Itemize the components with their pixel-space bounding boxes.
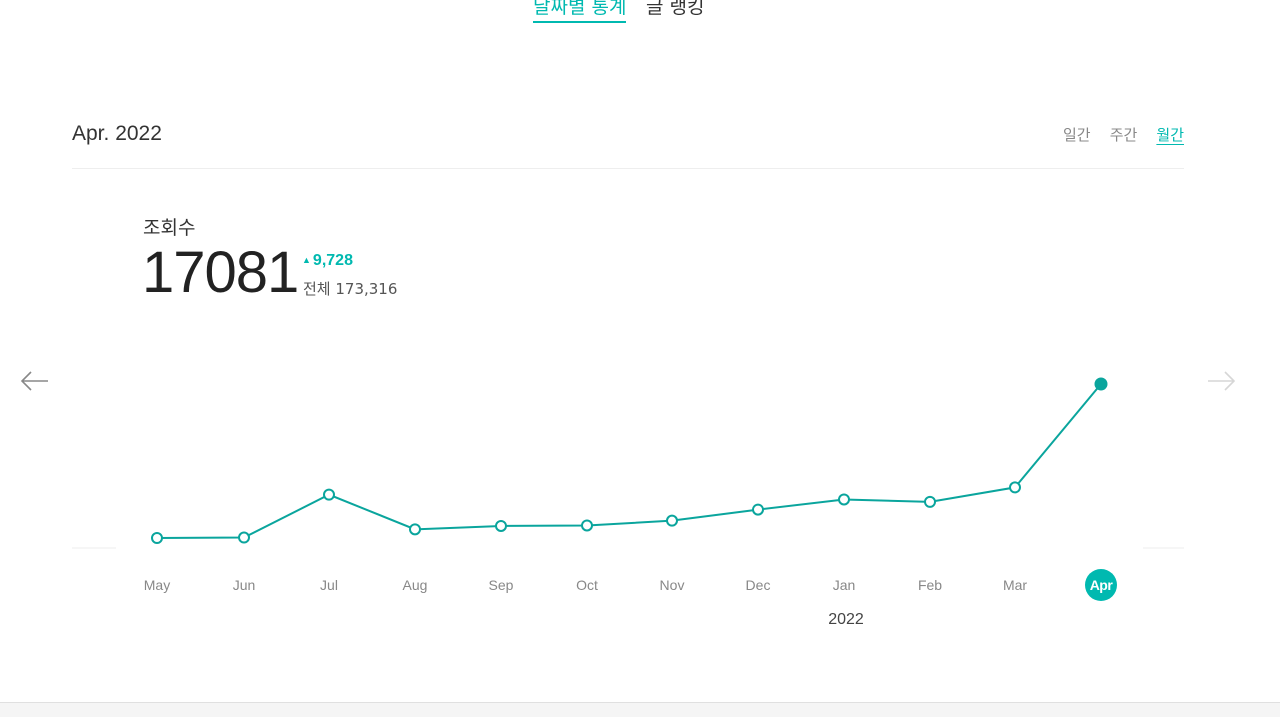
x-tick-label-nov[interactable]: Nov — [660, 577, 685, 593]
tab-weekly[interactable]: 주간 — [1109, 126, 1138, 144]
data-point-aug[interactable] — [409, 523, 421, 536]
data-point-apr[interactable] — [1094, 377, 1108, 391]
x-tick-label-may[interactable]: May — [144, 577, 170, 593]
x-tick-label-feb[interactable]: Feb — [918, 577, 942, 593]
data-point-feb[interactable] — [924, 495, 936, 508]
year-label: 2022 — [828, 611, 864, 628]
x-tick-label-jan[interactable]: Jan — [833, 577, 856, 593]
x-tick-label-dec[interactable]: Dec — [746, 577, 771, 593]
data-point-jan[interactable] — [838, 493, 850, 506]
triangle-up-icon: ▲ — [302, 255, 311, 265]
views-line-chart: May Jun Jul Aug Sep Oct Nov Dec Jan Feb Mar Apr 2022 — [72, 377, 1184, 628]
period-tabs: 일간 주간 월간 — [1049, 124, 1184, 145]
selected-month-badge — [1085, 569, 1117, 601]
series-line — [156, 383, 1102, 539]
arrow-left-icon[interactable] — [20, 366, 50, 396]
stat-delta-value: 9,728 — [312, 252, 353, 269]
data-point-may[interactable] — [151, 532, 163, 544]
stat-delta: ▲ 9,728 — [302, 252, 353, 270]
tab-daily[interactable]: 일간 — [1062, 126, 1091, 144]
stat-title: 조회수 — [143, 217, 196, 239]
stat-value: 17081 — [142, 240, 299, 305]
data-point-oct[interactable] — [581, 519, 593, 532]
x-tick-label-jul[interactable]: Jul — [320, 577, 338, 593]
header-divider — [72, 168, 1184, 169]
data-point-mar[interactable] — [1009, 481, 1021, 494]
bottom-bar — [0, 702, 1280, 717]
data-point-dec[interactable] — [752, 503, 764, 516]
x-tick-label-oct[interactable]: Oct — [576, 577, 598, 593]
data-point-sep[interactable] — [495, 519, 507, 532]
arrow-right-icon[interactable] — [1206, 366, 1236, 396]
data-point-nov[interactable] — [666, 514, 678, 527]
stat-total: 전체 173,316 — [303, 280, 398, 298]
tab-post-ranking[interactable]: 글 랭킹 — [646, 0, 705, 18]
tab-monthly[interactable]: 월간 — [1156, 126, 1184, 144]
data-point-jun[interactable] — [238, 531, 250, 544]
x-tick-label-mar[interactable]: Mar — [1003, 577, 1027, 593]
data-point-jul[interactable] — [323, 488, 335, 501]
x-tick-label-apr[interactable]: Apr — [1090, 577, 1114, 593]
period-label: Apr. 2022 — [72, 122, 162, 145]
x-tick-label-aug[interactable]: Aug — [403, 577, 428, 593]
x-tick-label-sep[interactable]: Sep — [489, 577, 514, 593]
tab-daily-stats[interactable]: 날짜별 통계 — [533, 0, 627, 23]
x-tick-label-jun[interactable]: Jun — [233, 577, 256, 593]
top-tab-bar: 날짜별 통계 글 랭킹 — [0, 0, 1280, 27]
